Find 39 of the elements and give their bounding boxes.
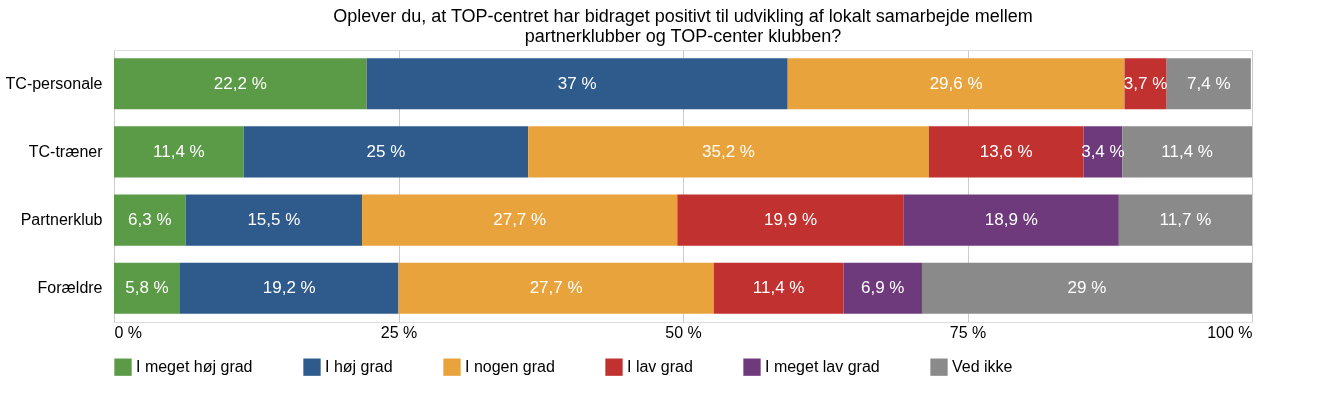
data-label: 11,4 %: [153, 141, 205, 161]
data-label: 22,2 %: [213, 73, 267, 93]
x-tick-label: 25 %: [380, 323, 418, 341]
data-label: 11,4 %: [752, 278, 805, 298]
data-label: 19,9 %: [764, 210, 818, 230]
data-label: 11,4 %: [1161, 141, 1213, 161]
data-label: 11,7 %: [1159, 210, 1212, 230]
data-label: 7,4 %: [1187, 73, 1231, 93]
x-tick-label: 50 %: [665, 323, 702, 341]
y-tick-label: TC-træner: [28, 142, 104, 160]
data-label: 27,7 %: [529, 278, 583, 298]
legend-label: I høj grad: [325, 358, 393, 376]
legend-label: Ved ikke: [952, 358, 1013, 376]
y-tick-label: TC-personale: [5, 74, 103, 92]
legend-label: I meget høj grad: [136, 358, 253, 376]
chart-title: Oplever du, at TOP-centret har bidraget positivt til udvikling af lokalt samarbejde mellem partnerklubber og TOP-center klubben?: [333, 6, 1033, 46]
data-label: 29 %: [1067, 278, 1107, 298]
data-label: 15,5 %: [247, 210, 301, 230]
legend-label: I lav grad: [627, 358, 693, 376]
data-label: 19,2 %: [262, 278, 316, 298]
legend-label: I nogen grad: [465, 358, 555, 376]
x-tick-label: 0 %: [114, 323, 143, 341]
data-label: 6,9 %: [860, 278, 905, 298]
data-label: 37 %: [557, 73, 597, 93]
data-label: 13,6 %: [979, 141, 1033, 161]
data-label: 25 %: [366, 141, 406, 161]
x-tick-label: 100 %: [1207, 323, 1253, 341]
legend-label: I meget lav grad: [765, 358, 880, 376]
y-tick-label: Forældre: [37, 279, 103, 297]
data-label: 6,3 %: [128, 210, 172, 230]
y-tick-label: Partnerklub: [20, 211, 103, 229]
x-tick-label: 75 %: [949, 323, 987, 341]
data-label: 5,8 %: [125, 278, 169, 298]
data-label: 3,4 %: [1081, 141, 1125, 161]
data-label: 3,7 %: [1123, 73, 1168, 93]
data-label: 18,9 %: [984, 210, 1038, 230]
data-label: 27,7 %: [493, 210, 547, 230]
data-label: 35,2 %: [702, 141, 755, 161]
data-label: 29,6 %: [929, 73, 983, 93]
